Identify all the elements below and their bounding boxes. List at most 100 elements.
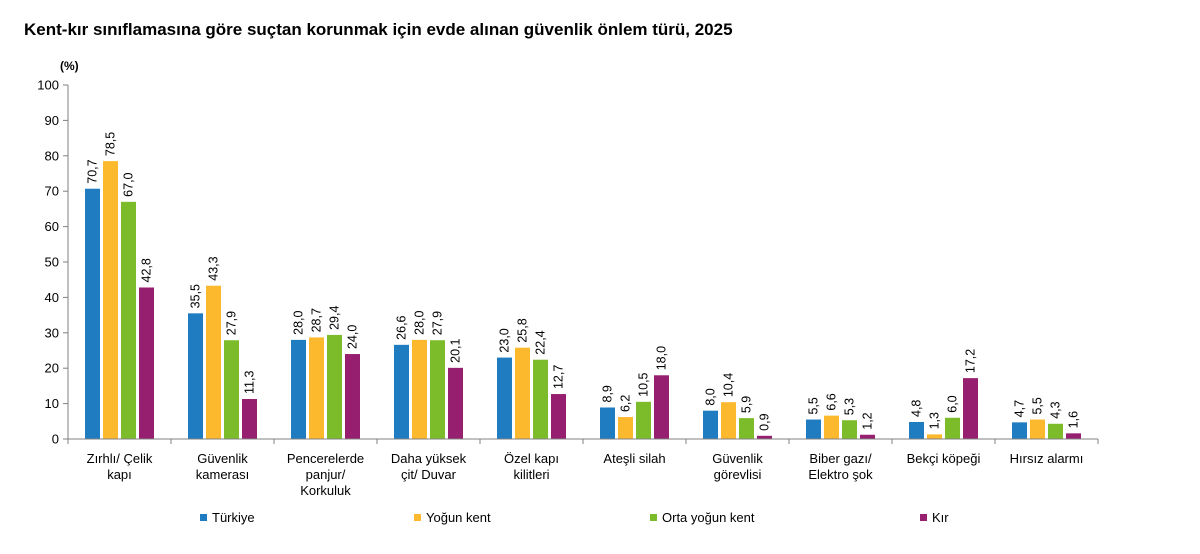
bar — [242, 398, 257, 439]
value-label: 5,5 — [1031, 397, 1045, 414]
value-label: 22,4 — [534, 330, 548, 354]
bar — [618, 417, 633, 439]
y-tick-label: 10 — [45, 396, 59, 411]
value-label: 23,0 — [498, 328, 512, 352]
legend-item: Orta yoğun kent — [650, 510, 755, 525]
value-label: 0,9 — [758, 413, 772, 430]
value-label: 6,2 — [619, 395, 633, 412]
value-label: 20,1 — [449, 338, 463, 362]
bar — [1030, 419, 1045, 439]
bar — [412, 339, 427, 439]
bar — [327, 334, 342, 439]
value-label: 4,8 — [910, 400, 924, 417]
bar — [533, 359, 548, 439]
chart-title: Kent-kır sınıflamasına göre suçtan korun… — [24, 20, 733, 39]
x-category-label: Özel kapı kilitleri — [504, 451, 559, 482]
value-label: 6,0 — [946, 395, 960, 412]
value-label: 28,0 — [413, 311, 427, 335]
x-category-label: Güvenlik görevlisi — [712, 451, 763, 482]
y-tick-label: 0 — [52, 432, 59, 447]
value-label: 17,2 — [964, 349, 978, 373]
bar — [515, 347, 530, 439]
legend-label: Türkiye — [212, 510, 255, 525]
y-tick-label: 70 — [45, 184, 59, 199]
value-label: 26,6 — [395, 315, 409, 339]
value-label: 4,3 — [1049, 401, 1063, 418]
legend-item: Yoğun kent — [414, 510, 491, 525]
y-tick-label: 60 — [45, 219, 59, 234]
bar — [1048, 423, 1063, 439]
bar — [345, 354, 360, 439]
x-category-label: Hırsız alarmı — [1010, 451, 1084, 466]
bar — [824, 415, 839, 439]
value-label: 1,2 — [861, 412, 875, 429]
value-label: 8,9 — [601, 385, 615, 402]
value-label: 35,5 — [189, 284, 203, 308]
value-label: 27,9 — [431, 311, 445, 335]
y-axis-unit-label: (%) — [60, 59, 79, 73]
bar — [963, 378, 978, 439]
value-label: 8,0 — [704, 388, 718, 405]
value-label: 12,7 — [552, 365, 566, 389]
value-label: 10,4 — [722, 373, 736, 397]
legend-swatch — [920, 514, 927, 521]
value-label: 67,0 — [122, 172, 136, 196]
bar — [121, 201, 136, 439]
value-label: 70,7 — [86, 159, 100, 183]
value-label: 28,7 — [310, 308, 324, 332]
bar — [448, 367, 463, 439]
y-tick-label: 50 — [45, 255, 59, 270]
bar — [636, 401, 651, 439]
bar — [654, 375, 669, 439]
value-label: 29,4 — [328, 306, 342, 330]
bar — [394, 344, 409, 439]
legend-swatch — [650, 514, 657, 521]
bar — [291, 339, 306, 439]
value-label: 18,0 — [655, 346, 669, 370]
legend-swatch — [200, 514, 207, 521]
bar — [103, 161, 118, 440]
bar — [721, 402, 736, 439]
legend-label: Orta yoğun kent — [662, 510, 755, 525]
legend-label: Kır — [932, 510, 949, 525]
y-tick-label: 80 — [45, 148, 59, 163]
legend-label: Yoğun kent — [426, 510, 491, 525]
y-tick-label: 90 — [45, 113, 59, 128]
bar — [1066, 433, 1081, 439]
x-category-label: Bekçi köpeği — [907, 451, 981, 466]
value-label: 5,5 — [807, 397, 821, 414]
y-tick-label: 20 — [45, 361, 59, 376]
value-label: 43,3 — [207, 256, 221, 280]
bar — [703, 410, 718, 439]
value-label: 25,8 — [516, 318, 530, 342]
value-label: 10,5 — [637, 372, 651, 396]
value-label: 11,3 — [243, 371, 257, 394]
bar — [551, 394, 566, 439]
bar — [224, 340, 239, 439]
bar — [430, 340, 445, 439]
x-category-label: Daha yüksek çit/ Duvar — [391, 451, 467, 482]
value-label: 28,0 — [292, 311, 306, 335]
value-label: 1,6 — [1067, 411, 1081, 428]
bar — [206, 285, 221, 439]
value-label: 5,3 — [843, 398, 857, 415]
legend: Türkiye Yoğun kent Orta yoğun kent Kır — [200, 510, 949, 525]
value-label: 6,6 — [825, 393, 839, 410]
y-tick-label: 30 — [45, 325, 59, 340]
x-category-label: Ateşli silah — [603, 451, 665, 466]
legend-item: Kır — [920, 510, 949, 525]
bar — [757, 435, 772, 439]
bar — [85, 188, 100, 439]
value-label: 4,7 — [1013, 400, 1027, 417]
y-axis: 0 10 20 30 40 50 60 70 80 90 100 — [37, 78, 69, 447]
bar — [909, 422, 924, 439]
bar — [309, 337, 324, 439]
x-category-label: Pencerelerde panjur/Korkuluk — [287, 451, 364, 498]
x-category-label: Güvenlik kamerası — [196, 451, 249, 482]
bar — [139, 287, 154, 439]
value-label: 24,0 — [346, 325, 360, 349]
x-category-label: Zırhlı/ Çelik kapı — [87, 451, 153, 482]
value-label: 5,9 — [740, 396, 754, 413]
value-labels: 70,7 35,5 28,0 26,6 23,0 8,9 8,0 5,5 4,8 4,7 78,5 4… — [86, 132, 1081, 431]
